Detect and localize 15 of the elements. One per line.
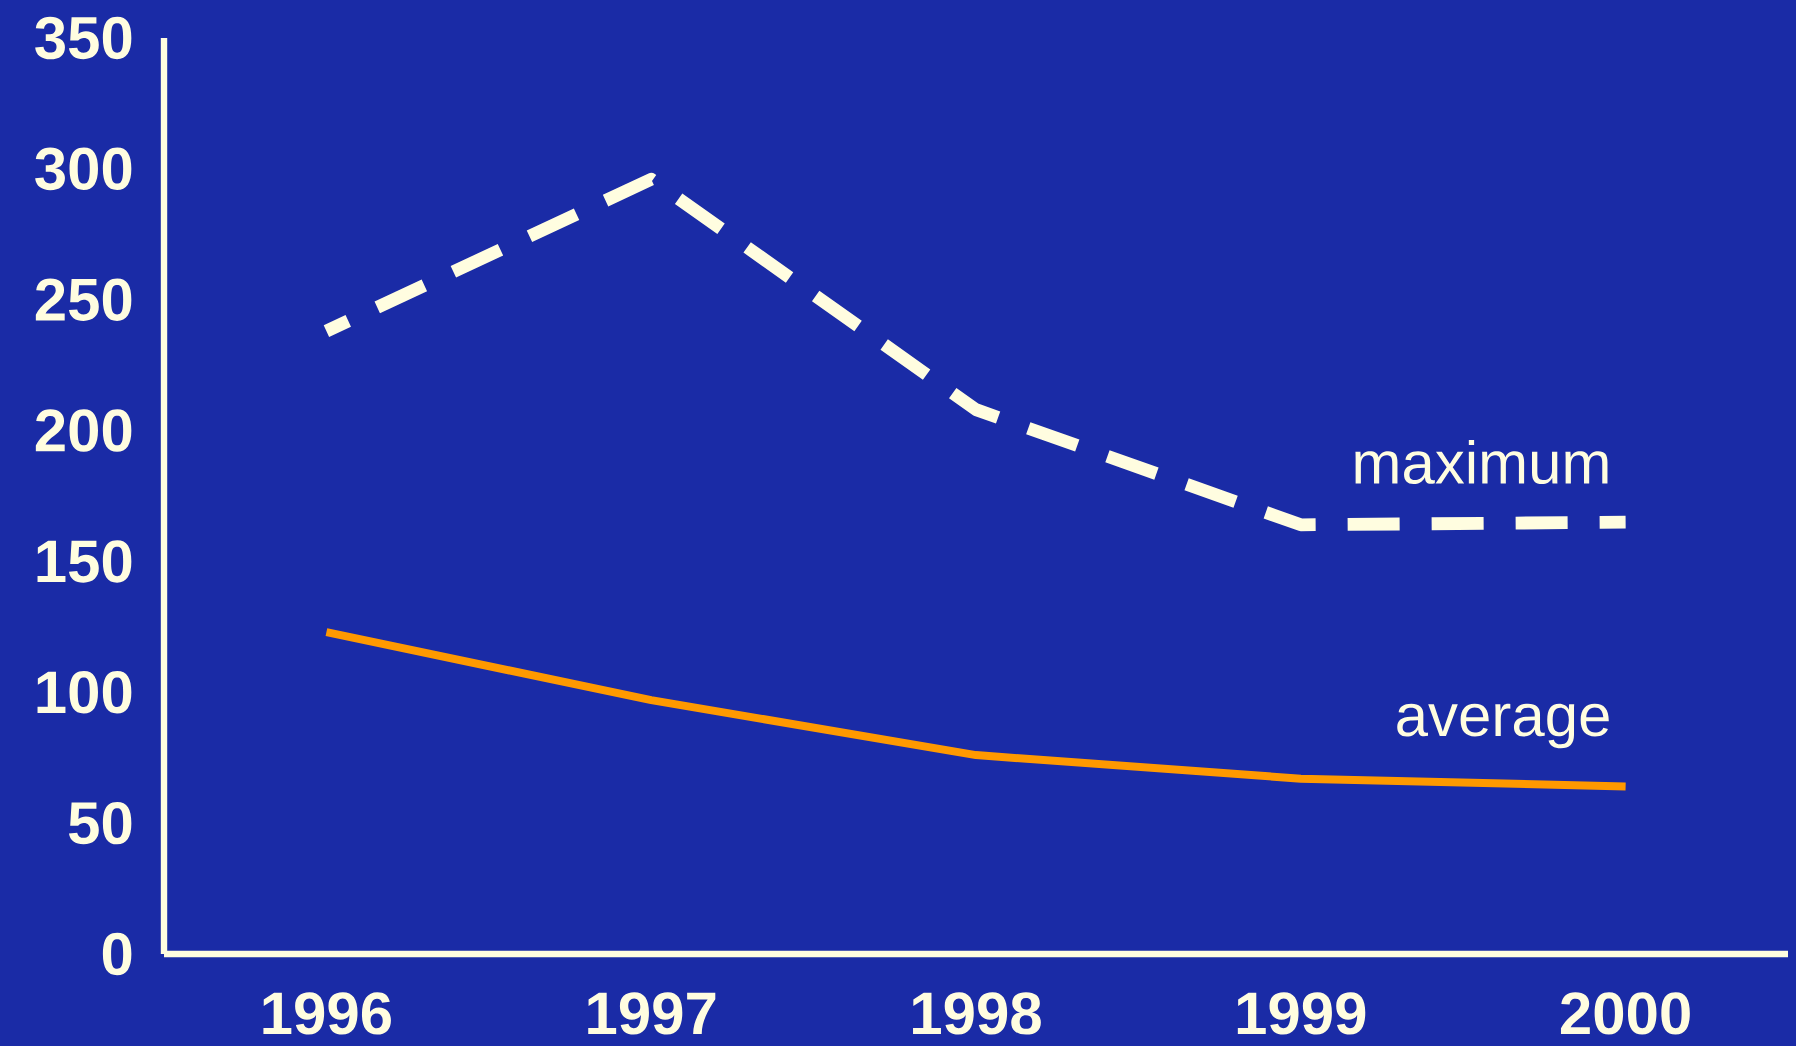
y-tick-label: 250 [35,278,132,321]
x-tick-label: 2000 [1560,992,1690,1035]
y-tick-label: 100 [37,671,132,714]
x-tick-label: 1996 [263,992,391,1035]
y-tick-label: 50 [68,801,132,845]
y-tick-label: 350 [35,16,132,60]
y-tick-label: 200 [35,409,132,452]
x-tick-label: 1998 [913,992,1041,1035]
y-tick-label: 0 [102,932,132,976]
x-tick-label: 1997 [588,992,716,1035]
series-label: average [1397,703,1609,749]
x-tick-label: 1999 [1237,992,1366,1035]
series-label: maximum [1355,440,1608,485]
y-tick-label: 300 [35,147,132,191]
y-tick-label: 150 [37,540,132,583]
